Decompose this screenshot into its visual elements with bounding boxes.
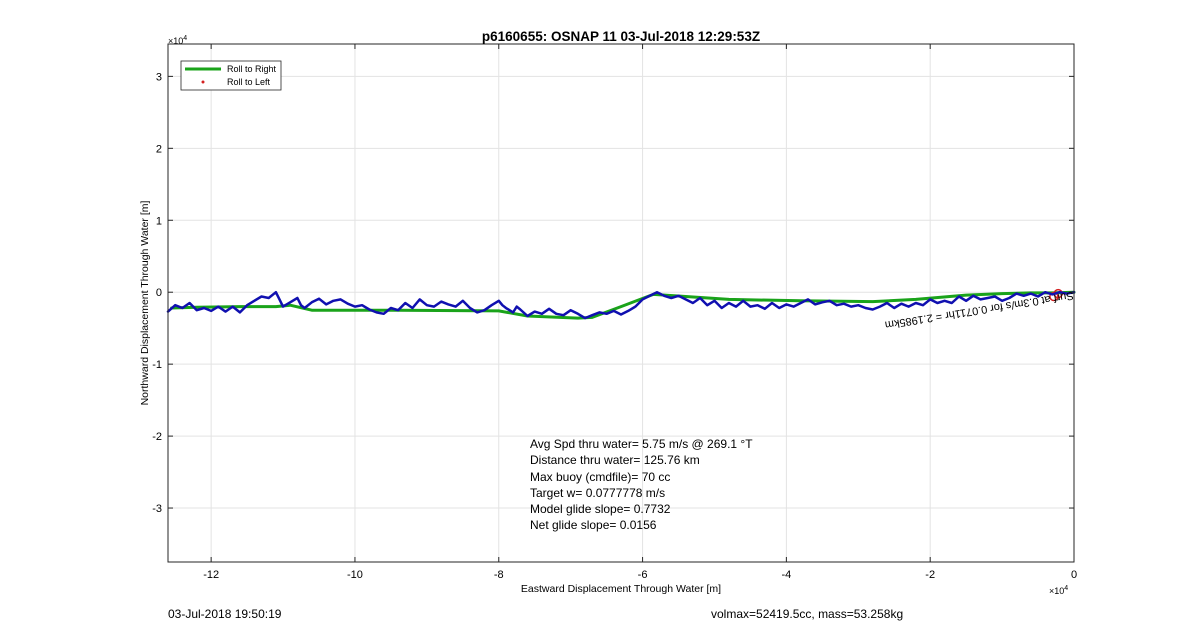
legend-swatch-roll-left — [201, 80, 205, 84]
legend-box — [180, 60, 282, 91]
stat-net-glide: Net glide slope= 0.0156 — [530, 518, 657, 532]
series-line-track — [166, 290, 1076, 320]
x-tick-label: -2 — [925, 569, 935, 581]
y-tick-label: -3 — [152, 503, 162, 515]
y-tick-label: 2 — [156, 143, 162, 155]
y-exponent-power: 4 — [183, 35, 187, 42]
x-tick-label: -4 — [781, 569, 791, 581]
y-tick-label: -2 — [152, 431, 162, 443]
x-tick-label: -6 — [638, 569, 648, 581]
plot-background — [168, 44, 1074, 562]
legend-label-roll-left: Roll to Left — [227, 77, 271, 87]
y-axis-label: Northward Displacement Through Water [m] — [139, 201, 151, 406]
legend: Roll to Right Roll to Left — [180, 60, 282, 91]
stat-max-buoy: Max buoy (cmdfile)= 70 cc — [530, 470, 670, 484]
footer-mass-info: volmax=52419.5cc, mass=53.258kg — [711, 607, 904, 621]
x-exponent-power: 4 — [1064, 585, 1068, 592]
y-tick-label: 0 — [156, 287, 162, 299]
y-exponent-base: ×10 — [168, 36, 183, 46]
y-tick-label: 1 — [156, 215, 162, 227]
x-exponent-base: ×10 — [1049, 586, 1064, 596]
stats-annotation: Avg Spd thru water= 5.75 m/s @ 269.1 °T … — [530, 437, 753, 532]
stat-distance: Distance thru water= 125.76 km — [530, 453, 700, 467]
grid-lines — [168, 44, 1075, 562]
y-exponent-label: ×104 — [168, 35, 187, 46]
stat-target-w: Target w= 0.0777778 m/s — [530, 486, 665, 500]
x-tick-label: -12 — [203, 569, 219, 581]
footer-timestamp: 03-Jul-2018 19:50:19 — [168, 607, 282, 621]
series-line-roll-right — [170, 290, 1076, 320]
x-axis-label: Eastward Displacement Through Water [m] — [521, 583, 721, 595]
y-tick-label: -1 — [152, 359, 162, 371]
x-tick-label: 0 — [1071, 569, 1077, 581]
x-tick-label: -10 — [347, 569, 363, 581]
legend-label-roll-right: Roll to Right — [227, 64, 277, 74]
stat-model-glide: Model glide slope= 0.7732 — [530, 502, 671, 516]
plot-frame — [167, 43, 1075, 563]
chart-title: p6160655: OSNAP 11 03-Jul-2018 12:29:53Z — [482, 29, 760, 44]
y-tick-label: 3 — [156, 71, 162, 83]
series-layer — [166, 288, 1076, 320]
stat-avg-speed: Avg Spd thru water= 5.75 m/s @ 269.1 °T — [530, 437, 753, 451]
x-tick-label: -8 — [494, 569, 504, 581]
x-exponent-label: ×104 — [1049, 585, 1068, 596]
